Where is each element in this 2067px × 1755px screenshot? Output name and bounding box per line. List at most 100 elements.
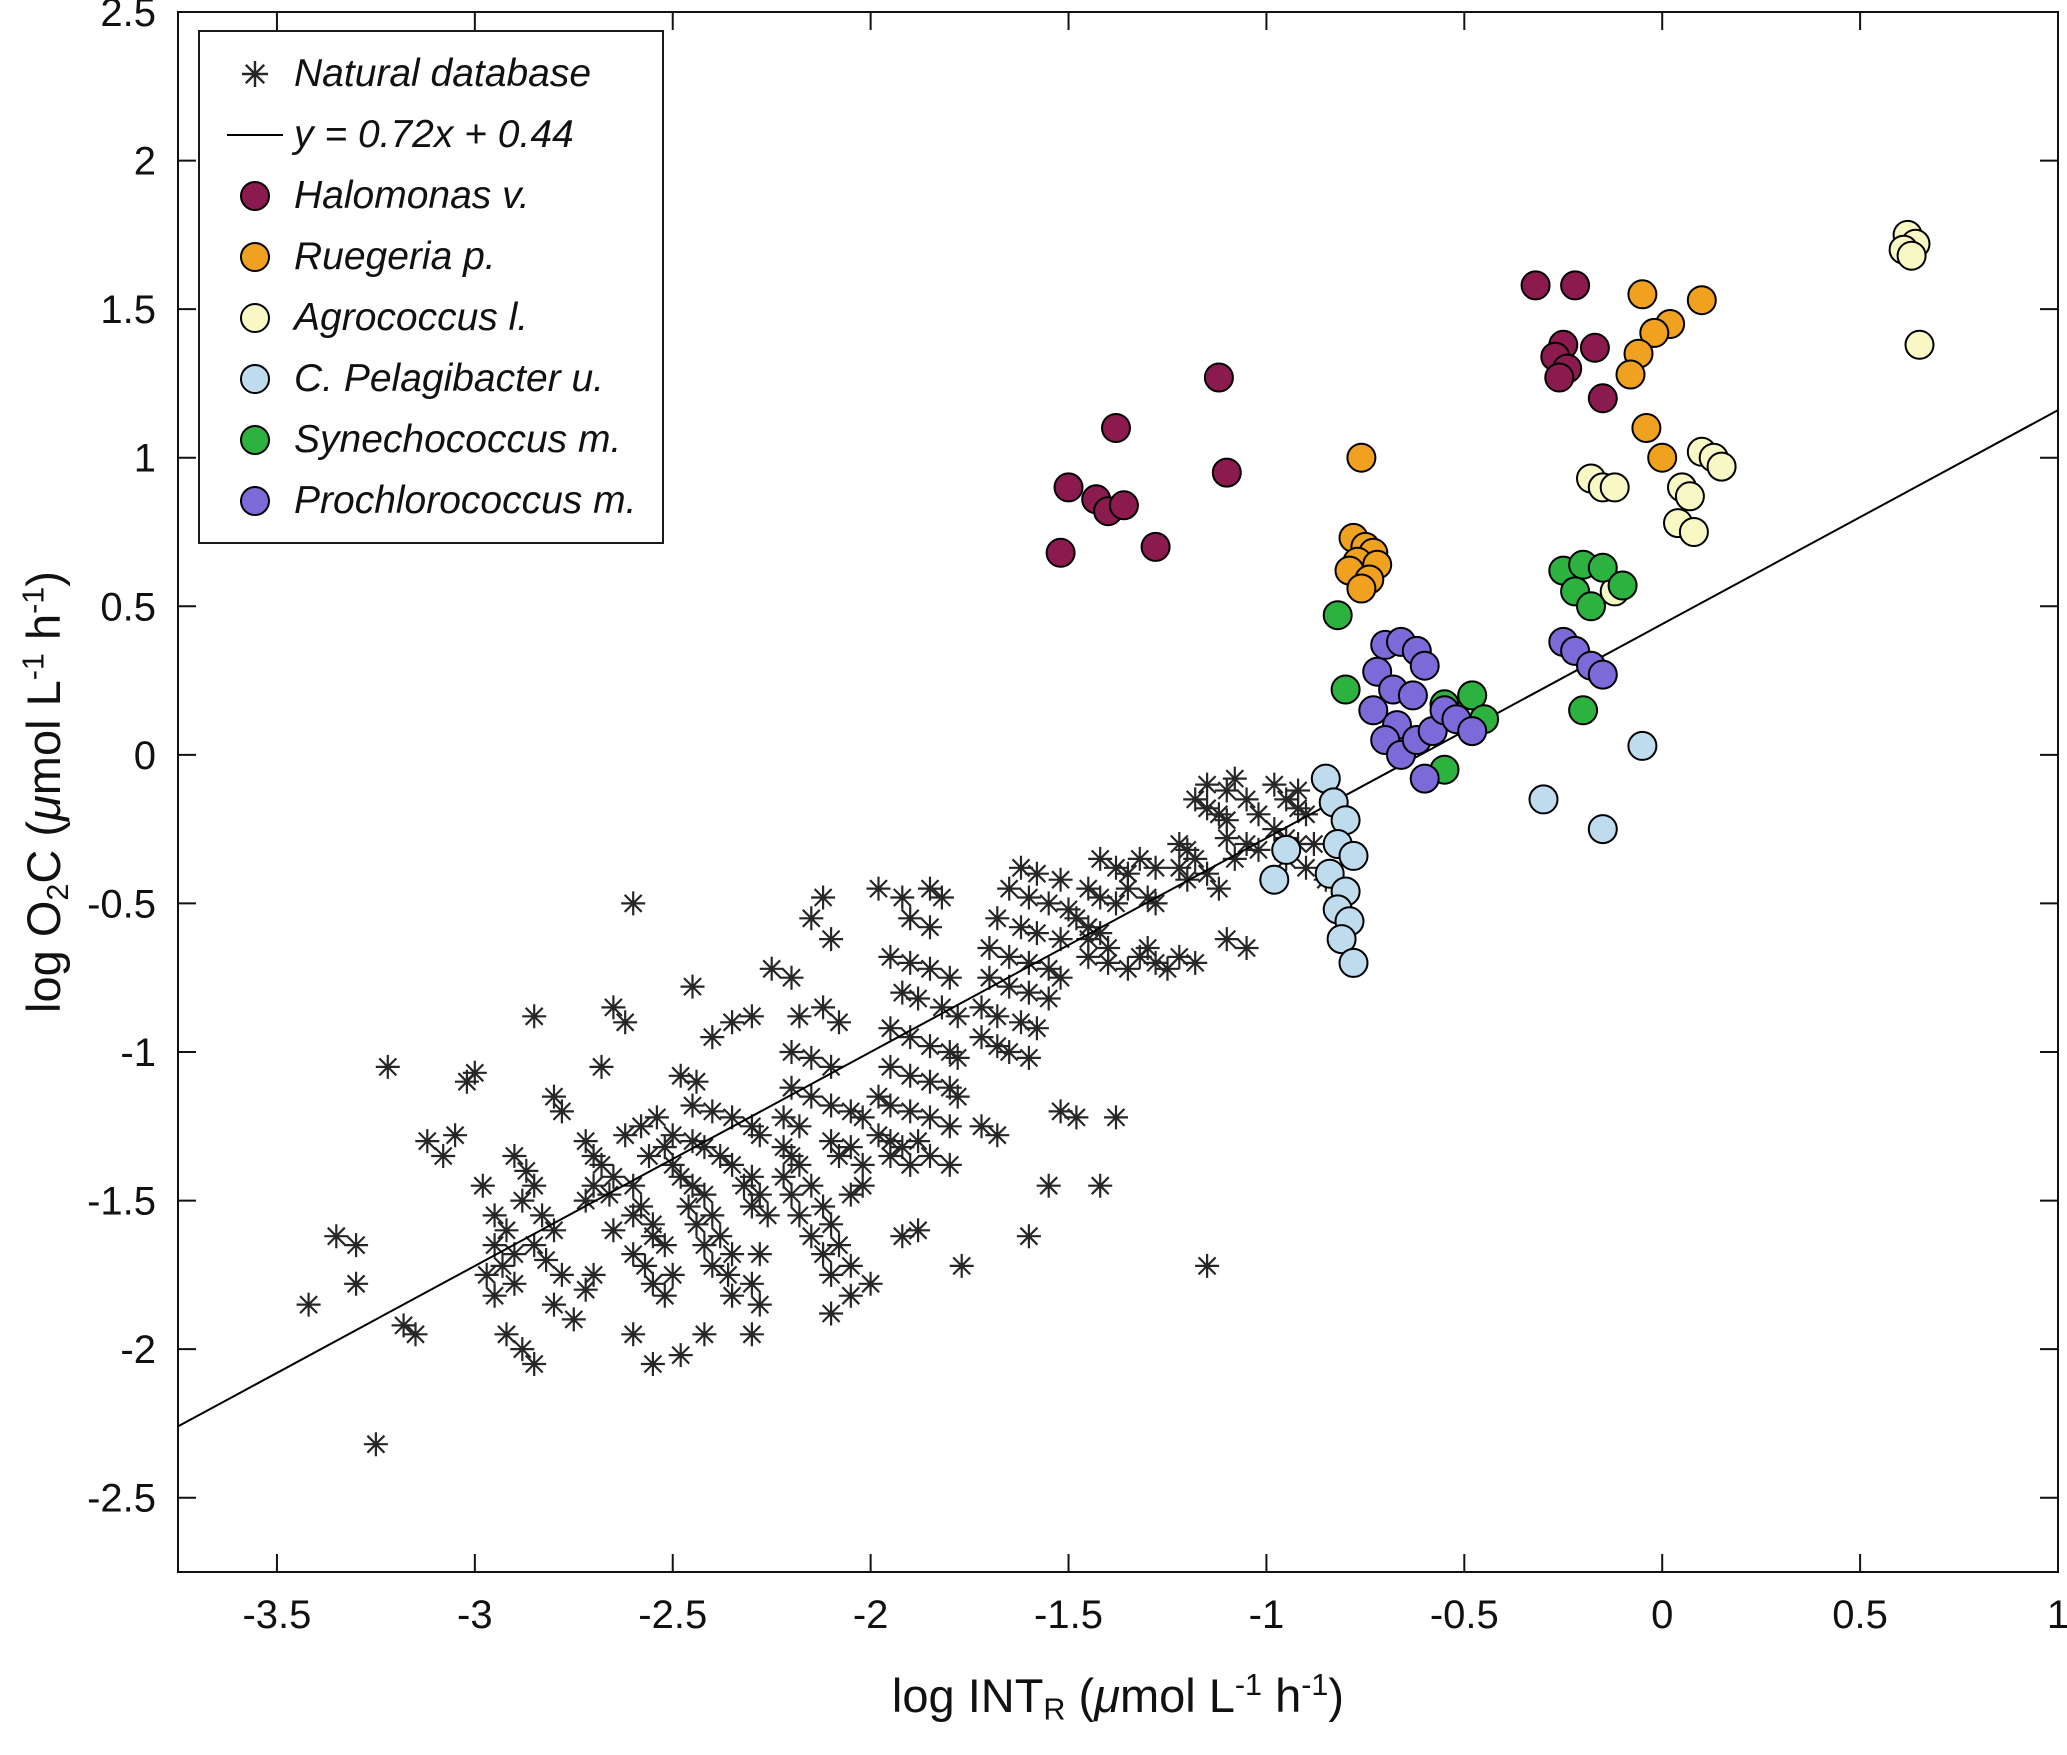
- asterisk-marker: [1104, 855, 1128, 880]
- asterisk-marker: [621, 1322, 646, 1347]
- asterisk-marker: [1195, 861, 1220, 886]
- series-agrococcus-l: [1576, 219, 1935, 607]
- asterisk-marker: [443, 1123, 468, 1148]
- asterisk-marker: [344, 1233, 369, 1258]
- asterisk-marker: [866, 876, 891, 901]
- asterisk-marker: [799, 1084, 824, 1109]
- circle-marker: [1896, 240, 1927, 271]
- legend-item-5: C. Pelagibacter u.: [216, 351, 636, 406]
- asterisk-marker: [601, 995, 626, 1020]
- asterisk-marker: [898, 1099, 923, 1124]
- asterisk-marker: [747, 1123, 772, 1148]
- asterisk-marker: [747, 1182, 772, 1207]
- asterisk-marker: [502, 1271, 527, 1296]
- asterisk-marker: [739, 1194, 764, 1219]
- circle-marker: [1587, 552, 1618, 583]
- legend-label: Prochlorococcus m.: [294, 478, 637, 522]
- asterisk-marker: [549, 1099, 574, 1124]
- asterisk-marker: [878, 1054, 903, 1079]
- circle-marker: [1560, 270, 1591, 301]
- asterisk-marker: [1104, 891, 1128, 916]
- asterisk-marker: [1024, 921, 1049, 946]
- asterisk-marker: [739, 1271, 764, 1296]
- asterisk-marker: [819, 1301, 844, 1326]
- asterisk-marker: [581, 1173, 606, 1198]
- asterisk-marker: [850, 1105, 875, 1130]
- circle-marker: [1053, 472, 1084, 503]
- legend-label: Ruegeria p.: [294, 234, 496, 278]
- asterisk-marker: [890, 980, 915, 1005]
- asterisk-marker: [296, 1292, 321, 1317]
- x-tick-label: 0.5: [1832, 1593, 1888, 1637]
- x-tick-label: -2: [853, 1593, 889, 1637]
- asterisk-marker: [1195, 796, 1220, 821]
- asterisk-marker: [720, 1105, 745, 1130]
- circle-marker: [1330, 674, 1361, 705]
- circle-marker: [1568, 695, 1599, 726]
- asterisk-marker: [549, 1262, 574, 1287]
- asterisk-legend-marker: [216, 50, 294, 98]
- asterisk-marker: [431, 1144, 456, 1168]
- asterisk-marker: [878, 1016, 903, 1041]
- asterisk-marker: [1222, 766, 1247, 791]
- x-tick-label: -3: [457, 1593, 493, 1637]
- asterisk-marker: [878, 1129, 903, 1154]
- asterisk-marker: [1262, 772, 1287, 797]
- asterisk-marker: [918, 1105, 942, 1130]
- circle-marker: [1211, 457, 1242, 488]
- asterisk-marker: [918, 1034, 942, 1059]
- asterisk-marker: [866, 1084, 891, 1109]
- axis-label-part: μ: [1094, 1669, 1120, 1722]
- asterisk-marker: [1048, 927, 1073, 952]
- asterisk-marker: [739, 1322, 764, 1347]
- x-tick-label: 0: [1651, 1593, 1673, 1637]
- asterisk-marker: [403, 1322, 428, 1347]
- asterisk-marker: [838, 1135, 863, 1160]
- asterisk-marker: [1246, 802, 1271, 827]
- asterisk-marker: [1135, 885, 1160, 910]
- series-prochlorococcus-m: [1358, 626, 1618, 794]
- circle-marker: [1587, 814, 1618, 845]
- asterisk-marker: [601, 1218, 626, 1243]
- asterisk-marker: [324, 1224, 349, 1249]
- asterisk-marker: [1262, 817, 1287, 842]
- x-tick-label: -3.5: [242, 1593, 311, 1637]
- asterisk-marker: [640, 1224, 665, 1249]
- circle-icon: [240, 485, 270, 516]
- asterisk-marker: [819, 1129, 844, 1154]
- asterisk-marker: [838, 1253, 863, 1278]
- asterisk-marker: [522, 1352, 547, 1376]
- circle-marker: [1528, 784, 1559, 815]
- legend-item-7: Prochlorococcus m.: [216, 473, 636, 528]
- asterisk-marker: [945, 1045, 970, 1070]
- asterisk-marker: [811, 885, 836, 910]
- y-tick-label: 2.5: [100, 0, 156, 35]
- asterisk-marker: [898, 1152, 923, 1177]
- legend-item-1: y = 0.72x + 0.44: [216, 107, 636, 162]
- asterisk-marker: [898, 1063, 923, 1088]
- asterisk-marker: [494, 1322, 519, 1347]
- asterisk-marker: [969, 1025, 994, 1050]
- circle-marker: [1615, 359, 1646, 390]
- asterisk-marker: [652, 1233, 677, 1258]
- circle-marker: [1607, 570, 1638, 601]
- natural-database-points: [296, 766, 1338, 1457]
- axis-label-part: log INT: [891, 1669, 1044, 1722]
- asterisk-marker: [811, 1194, 836, 1219]
- asterisk-marker: [1016, 885, 1041, 910]
- asterisk-marker: [652, 1135, 677, 1160]
- asterisk-marker: [811, 1242, 836, 1267]
- asterisk-marker: [652, 1283, 677, 1308]
- asterisk-marker: [597, 1182, 622, 1207]
- series-synechococcus-m: [1322, 549, 1638, 785]
- circle-legend-marker: [216, 172, 294, 220]
- asterisk-marker: [929, 885, 954, 910]
- asterisk-marker: [739, 1004, 764, 1029]
- asterisk-marker: [985, 1034, 1010, 1059]
- legend-item-0: Natural database: [216, 46, 636, 101]
- circle-marker: [1101, 413, 1131, 443]
- x-axis-label: log INTR (μmol L-1 h-1): [892, 1668, 1344, 1728]
- asterisk-marker: [474, 1262, 499, 1287]
- asterisk-marker: [918, 956, 942, 981]
